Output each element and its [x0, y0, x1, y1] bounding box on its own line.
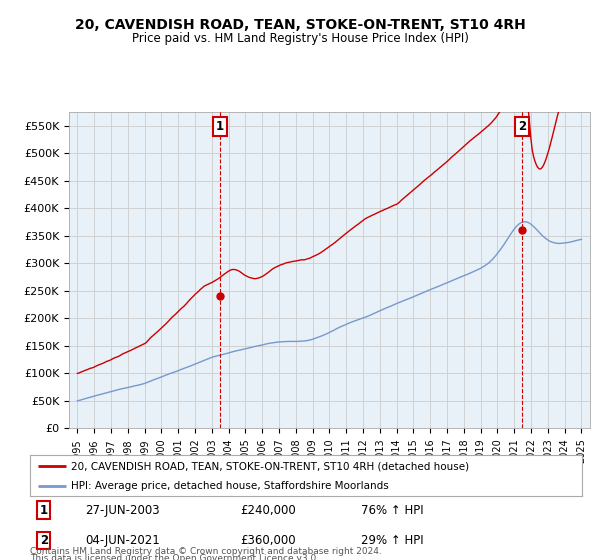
Text: 04-JUN-2021: 04-JUN-2021	[85, 534, 160, 547]
Text: £360,000: £360,000	[240, 534, 295, 547]
Text: HPI: Average price, detached house, Staffordshire Moorlands: HPI: Average price, detached house, Staf…	[71, 482, 389, 491]
Text: 27-JUN-2003: 27-JUN-2003	[85, 503, 160, 517]
Text: 20, CAVENDISH ROAD, TEAN, STOKE-ON-TRENT, ST10 4RH: 20, CAVENDISH ROAD, TEAN, STOKE-ON-TRENT…	[74, 18, 526, 32]
Text: 20, CAVENDISH ROAD, TEAN, STOKE-ON-TRENT, ST10 4RH (detached house): 20, CAVENDISH ROAD, TEAN, STOKE-ON-TRENT…	[71, 461, 470, 471]
Text: 1: 1	[40, 503, 48, 517]
Text: £240,000: £240,000	[240, 503, 296, 517]
Text: 1: 1	[216, 120, 224, 133]
Text: 2: 2	[40, 534, 48, 547]
Text: Contains HM Land Registry data © Crown copyright and database right 2024.: Contains HM Land Registry data © Crown c…	[30, 547, 382, 556]
Text: 2: 2	[518, 120, 526, 133]
Text: Price paid vs. HM Land Registry's House Price Index (HPI): Price paid vs. HM Land Registry's House …	[131, 32, 469, 45]
Text: 29% ↑ HPI: 29% ↑ HPI	[361, 534, 424, 547]
Text: 76% ↑ HPI: 76% ↑ HPI	[361, 503, 424, 517]
Text: This data is licensed under the Open Government Licence v3.0.: This data is licensed under the Open Gov…	[30, 554, 319, 560]
